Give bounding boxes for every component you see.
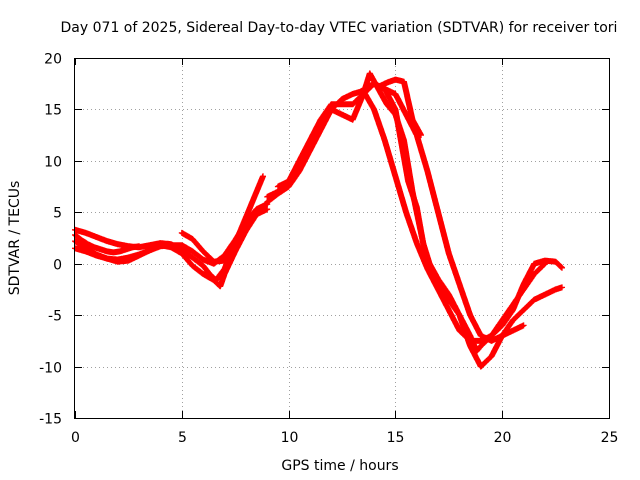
y-tick-label: 10 bbox=[44, 155, 62, 171]
axis-ticks: 0 5 10 15 20 25 -15 -10 -5 0 5 10 15 20 bbox=[39, 52, 618, 447]
series-track-10 bbox=[375, 76, 424, 139]
marker-trace bbox=[178, 229, 239, 265]
marker-trace bbox=[360, 80, 527, 344]
x-axis-label: GPS time / hours bbox=[281, 458, 398, 474]
y-tick-label: -10 bbox=[39, 361, 62, 377]
x-tick-label: 25 bbox=[601, 430, 619, 446]
chart-title: Day 071 of 2025, Sidereal Day-to-day VTE… bbox=[61, 20, 618, 36]
y-tick-label: 0 bbox=[53, 258, 62, 274]
y-tick-label: 15 bbox=[44, 103, 62, 119]
y-tick-label: 20 bbox=[44, 52, 62, 68]
plot-frame bbox=[74, 58, 610, 419]
y-tick-label: -5 bbox=[48, 309, 62, 325]
y-axis-label: SDTVAR / TECUs bbox=[7, 181, 23, 296]
x-tick-label: 20 bbox=[494, 430, 512, 446]
x-tick-label: 5 bbox=[178, 430, 187, 446]
y-tick-label: 5 bbox=[53, 206, 62, 222]
series-track-9 bbox=[360, 80, 527, 344]
marker-trace bbox=[375, 76, 424, 139]
x-tick-label: 0 bbox=[71, 430, 80, 446]
x-tick-label: 10 bbox=[281, 430, 299, 446]
series-track-5 bbox=[178, 229, 239, 265]
x-tick-label: 15 bbox=[387, 430, 405, 446]
y-tick-label: -15 bbox=[39, 412, 62, 428]
